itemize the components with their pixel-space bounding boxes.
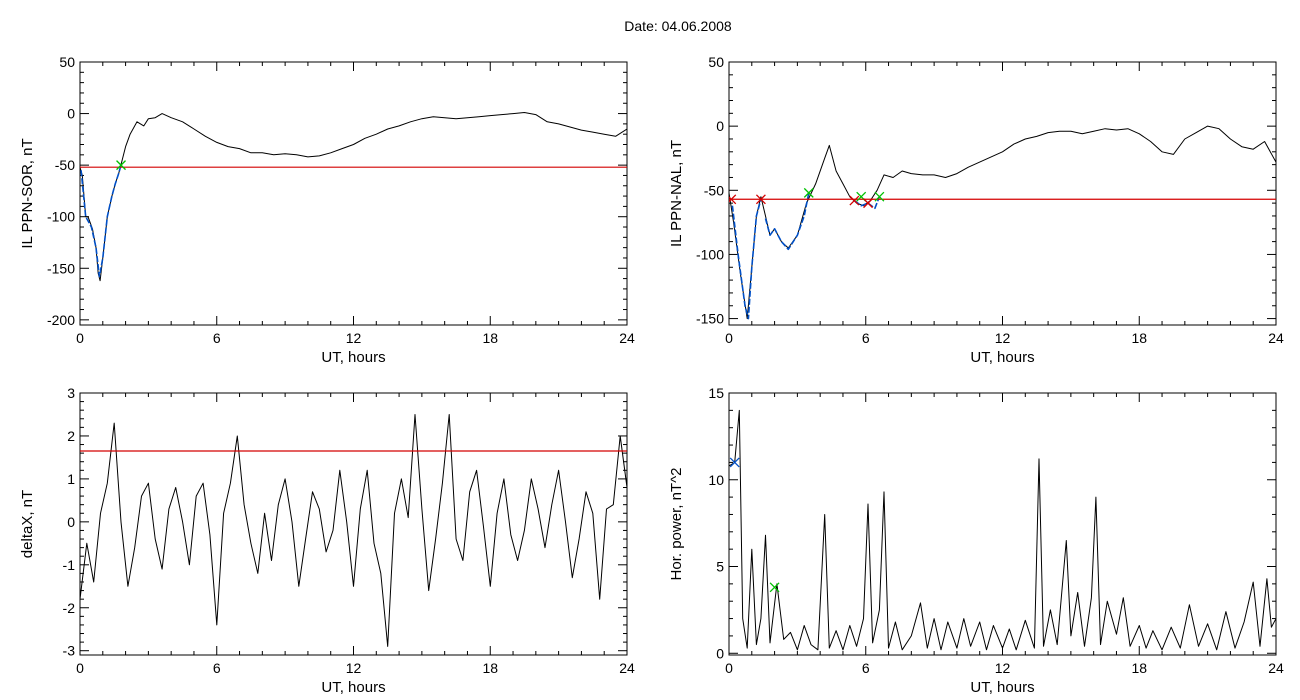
y-tick-label: 50 [59,54,75,70]
cross-marker [755,194,766,205]
series-line [729,125,1276,320]
x-tick-label: 6 [213,660,221,676]
cross-marker [729,194,737,205]
cross-marker-stroke [729,194,737,203]
y-tick-label: -2 [63,600,76,616]
y-tick-label: 1 [67,471,75,487]
y-axis-label: IL PPN-SOR, nT [19,138,36,248]
x-tick-label: 24 [619,660,635,676]
x-tick-label: 24 [1268,330,1284,346]
highlight-series-line [853,196,881,210]
cross-marker-stroke [729,457,740,468]
x-tick-label: 12 [995,330,1011,346]
x-axis-label: UT, hours [321,679,385,696]
cross-marker [874,191,885,202]
chart-panel: 0 6 12 18 24 15 10 5 0 UT, hours Hor. power, nT^2 [668,385,1284,696]
x-tick-label: 0 [725,660,733,676]
y-tick-label: 15 [708,385,724,401]
y-axis-label: Hor. power, nT^2 [668,468,685,581]
cross-marker [803,187,814,198]
y-tick-label: 0 [716,645,724,661]
y-tick-label: 50 [708,54,724,70]
x-tick-label: 12 [995,660,1011,676]
x-tick-label: 24 [1268,660,1284,676]
chart-panel: 0 6 12 18 24 3 2 1 0 -1 -2 -3 UT, hours deltaX, nT [19,385,635,696]
x-axis-label: UT, hours [970,349,1034,366]
plot-frame [728,392,1277,656]
x-tick-label: 18 [482,330,498,346]
x-tick-label: 12 [346,330,362,346]
y-tick-label: 5 [716,559,724,575]
cross-marker-stroke [755,194,766,205]
y-tick-label: -1 [63,557,76,573]
highlight-series-line [731,199,762,320]
y-tick-label: 3 [67,385,75,401]
highlight-series-line [764,192,810,251]
plot-frame [79,392,628,656]
plot-area [80,414,627,647]
y-tick-label: 0 [716,118,724,134]
x-tick-label: 24 [619,330,635,346]
plot-area [729,409,1276,651]
y-tick-label: -50 [55,157,75,173]
x-tick-label: 6 [862,330,870,346]
chart-panel: 0 6 12 18 24 50 0 -50 -100 -150 -200 UT, hours IL PP… [19,54,635,366]
cross-marker [863,198,873,209]
y-axis-label: IL PPN-NAL, nT [668,140,685,247]
cross-marker-stroke [769,582,780,593]
y-tick-label: 2 [67,428,75,444]
y-tick-label: 0 [67,106,75,122]
page-title: Date: 04.06.2008 [624,18,732,34]
cross-marker-stroke [856,191,867,202]
x-tick-label: 18 [482,660,498,676]
x-tick-label: 0 [725,330,733,346]
cross-marker [729,457,740,468]
plot-area [729,125,1276,320]
cross-marker-stroke [116,160,126,171]
chart-panel: 0 6 12 18 24 50 0 -50 -100 -150 UT, hours IL PPN-NA… [668,54,1284,366]
cross-marker-stroke [803,187,814,198]
x-tick-label: 6 [213,330,221,346]
x-tick-label: 18 [1131,330,1147,346]
x-tick-label: 12 [346,660,362,676]
y-tick-label: -150 [696,311,724,327]
plot-frame [79,61,628,326]
y-tick-label: -100 [696,246,724,262]
cross-marker-stroke [874,191,885,202]
series-line [80,112,627,282]
cross-marker-stroke [863,198,873,209]
y-tick-label: -150 [47,260,75,276]
x-axis-label: UT, hours [321,349,385,366]
cross-marker-stroke [849,195,860,206]
highlight-series-line [80,164,122,278]
y-tick-label: 0 [67,514,75,530]
cross-marker [769,582,780,593]
y-tick-label: -200 [47,312,75,328]
x-tick-label: 0 [76,660,84,676]
cross-marker [116,160,126,171]
y-tick-label: -3 [63,643,76,659]
y-tick-label: -100 [47,209,75,225]
series-line [80,414,627,647]
x-tick-label: 6 [862,660,870,676]
series-line [729,409,1276,651]
x-tick-label: 0 [76,330,84,346]
y-tick-label: -50 [704,182,724,198]
plot-area [80,112,627,282]
cross-marker [849,195,860,206]
y-tick-label: 10 [708,472,724,488]
x-tick-label: 18 [1131,660,1147,676]
x-axis-label: UT, hours [970,679,1034,696]
y-axis-label: deltaX, nT [19,490,36,558]
